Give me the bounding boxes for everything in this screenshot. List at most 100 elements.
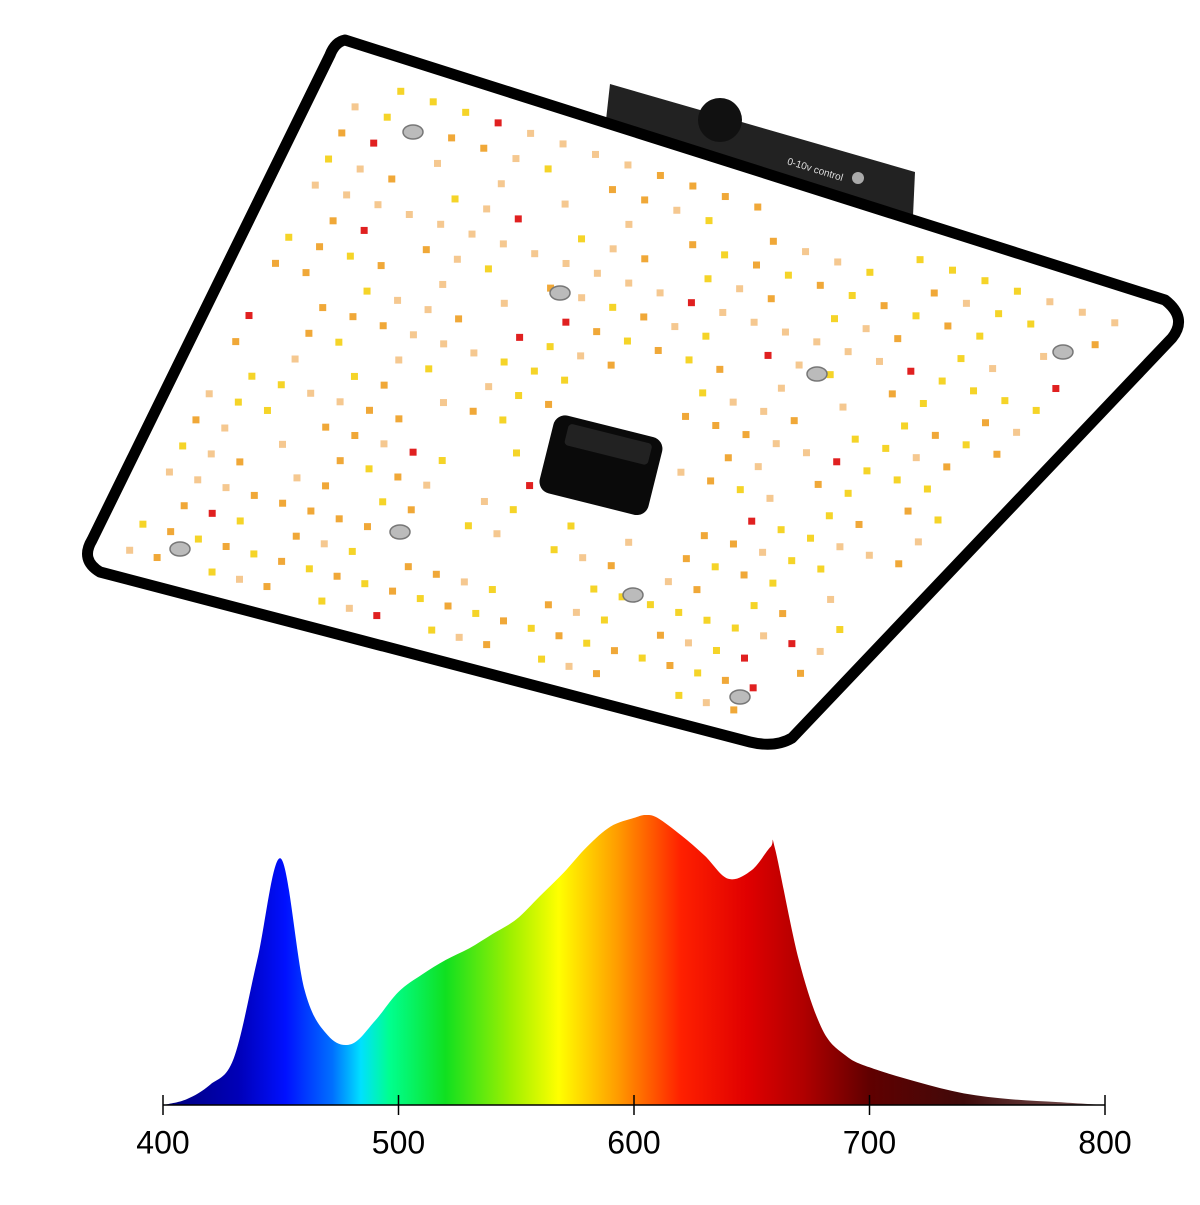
- led: [673, 206, 681, 214]
- led: [607, 361, 615, 369]
- led: [455, 633, 463, 641]
- led: [750, 318, 758, 326]
- led: [817, 565, 825, 573]
- led: [685, 356, 693, 364]
- led: [180, 502, 188, 510]
- x-tick-label: 600: [607, 1124, 660, 1160]
- led: [981, 277, 989, 285]
- led: [610, 647, 618, 655]
- led: [250, 491, 258, 499]
- led: [437, 220, 445, 228]
- led: [705, 217, 713, 225]
- led: [641, 255, 649, 263]
- led: [343, 191, 351, 199]
- led: [788, 640, 796, 648]
- led: [578, 294, 586, 302]
- led: [395, 415, 403, 423]
- led: [740, 571, 748, 579]
- led: [995, 310, 1003, 318]
- led: [336, 398, 344, 406]
- x-tick-label: 700: [843, 1124, 896, 1160]
- led: [623, 337, 631, 345]
- led: [167, 528, 175, 536]
- led: [278, 557, 286, 565]
- led: [730, 706, 738, 714]
- led: [912, 312, 920, 320]
- led: [907, 367, 915, 375]
- led: [377, 262, 385, 270]
- led: [740, 654, 748, 662]
- led: [222, 484, 230, 492]
- led: [514, 215, 522, 223]
- led: [894, 335, 902, 343]
- led: [305, 565, 313, 573]
- led: [957, 355, 965, 363]
- led: [579, 554, 587, 562]
- led: [742, 431, 750, 439]
- light-panel: 0-10v control: [82, 34, 1185, 750]
- led: [704, 275, 712, 283]
- led: [374, 201, 382, 209]
- led: [707, 477, 715, 485]
- led: [356, 165, 364, 173]
- led: [656, 631, 664, 639]
- led: [754, 203, 762, 211]
- led: [429, 98, 437, 106]
- led: [516, 333, 524, 341]
- led: [462, 108, 470, 116]
- led: [675, 608, 683, 616]
- led: [682, 412, 690, 420]
- led: [769, 579, 777, 587]
- led: [545, 400, 553, 408]
- led: [349, 313, 357, 321]
- led: [767, 295, 775, 303]
- led: [424, 306, 432, 314]
- led: [370, 139, 378, 147]
- led: [689, 182, 697, 190]
- led: [335, 338, 343, 346]
- led: [423, 481, 431, 489]
- led: [208, 509, 216, 517]
- led: [338, 129, 346, 137]
- led: [682, 555, 690, 563]
- led: [719, 308, 727, 316]
- led: [880, 302, 888, 310]
- led: [348, 547, 356, 555]
- led: [453, 255, 461, 263]
- led: [439, 399, 447, 407]
- led: [439, 280, 447, 288]
- led: [816, 647, 824, 655]
- led: [592, 150, 600, 158]
- led: [277, 381, 285, 389]
- led: [764, 351, 772, 359]
- led: [729, 398, 737, 406]
- led: [126, 546, 134, 554]
- led: [839, 403, 847, 411]
- led: [245, 312, 253, 320]
- led: [407, 506, 415, 514]
- led: [949, 266, 957, 274]
- led: [550, 546, 558, 554]
- led: [236, 517, 244, 525]
- led: [179, 442, 187, 450]
- led: [666, 662, 674, 670]
- led: [731, 624, 739, 632]
- led: [555, 632, 563, 640]
- led: [395, 356, 403, 364]
- led: [788, 557, 796, 565]
- led: [464, 522, 472, 530]
- led: [565, 662, 573, 670]
- led: [943, 463, 951, 471]
- led: [826, 371, 834, 379]
- led: [139, 520, 147, 528]
- led: [779, 610, 787, 618]
- led: [677, 468, 685, 476]
- led: [561, 200, 569, 208]
- led: [322, 482, 330, 490]
- led: [600, 616, 608, 624]
- led: [1001, 397, 1009, 405]
- led: [807, 534, 815, 542]
- led: [754, 463, 762, 471]
- led: [488, 586, 496, 594]
- led: [625, 538, 633, 546]
